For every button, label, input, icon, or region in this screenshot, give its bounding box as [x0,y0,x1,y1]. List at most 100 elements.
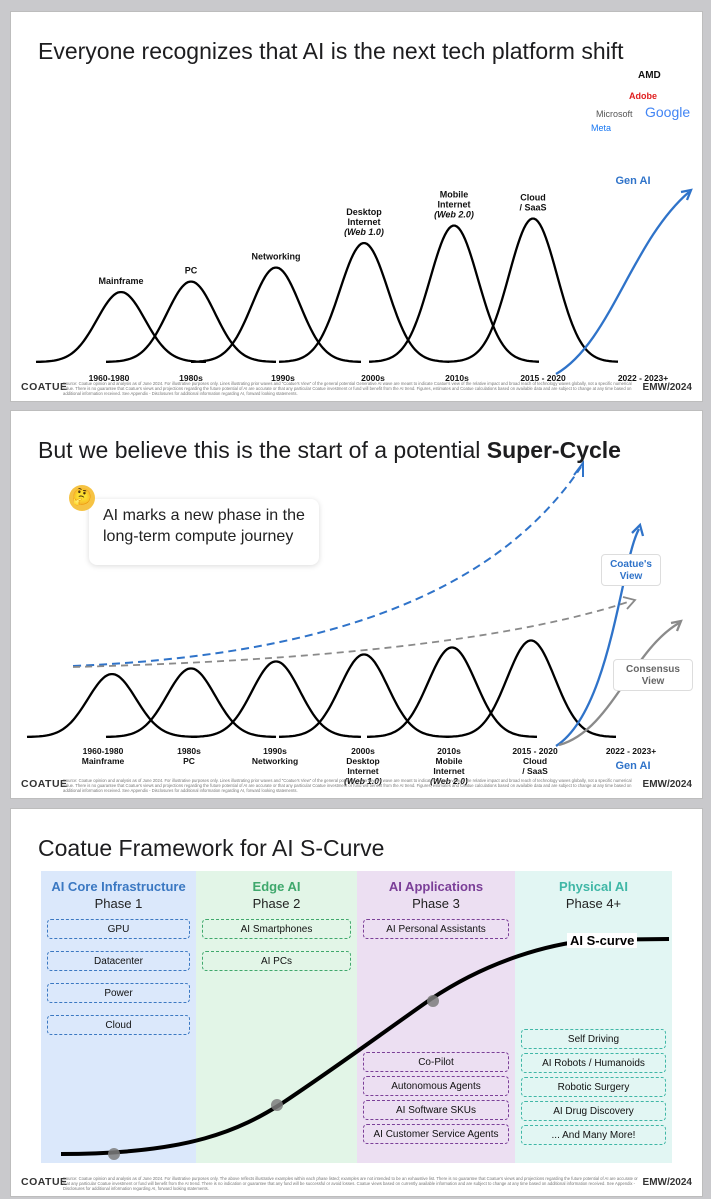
phase-item: Robotic Surgery [521,1077,666,1097]
phase-item: AI Robots / Humanoids [521,1053,666,1073]
phase-title: Physical AI [559,879,628,894]
phase-item: Cloud [47,1015,190,1035]
phase-title: AI Core Infrastructure [51,879,186,894]
x-tick-1: 1980s PC [177,746,201,766]
phase-item: AI Customer Service Agents [363,1124,509,1144]
super-cycle-trend [72,466,582,667]
x-tick-3: 2000s Desktop Internet (Web 1.0) [344,746,382,786]
wave-label-1-line: PC [185,266,198,276]
wave-label-0-line: Mainframe [98,276,143,286]
x-tick-0: 1960-1980 Mainframe [82,746,125,766]
slide-platform-shift: Everyone recognizes that AI is the next … [10,11,703,402]
wave-curve-3 [278,241,450,363]
slide2-brand: COATUE [21,778,68,790]
wave-label-4: Mobile Internet (Web 2.0) [434,190,474,220]
phase-item: Datacenter [47,951,190,971]
slide3-footnote: Source: Coatue opinion and analysis as o… [63,1176,638,1191]
wave-label-3-line: Internet [347,217,380,227]
gen-ai-arrow [680,188,693,201]
x-tick-0-line: Mainframe [82,756,125,766]
phase-item: Self Driving [521,1029,666,1049]
x-tick-4-line: Internet [433,766,464,776]
gen-ai-label: Gen AI [615,175,650,187]
phase-item: AI Smartphones [202,919,351,939]
logo-meta: Meta [591,123,612,133]
wave-label-2: Networking [251,252,300,262]
slide3-title: Coatue Framework for AI S-Curve [38,835,385,861]
phase-item: AI PCs [202,951,351,971]
slide2-title-bold: Super-Cycle [486,437,621,463]
x-tick-1-line: PC [183,756,195,766]
x-tick-6-line: 2022 - 2023+ [606,746,656,756]
x-tick-2: 1990s [271,373,295,383]
gen-ai-label: Gen AI [615,760,650,772]
phase-title: Edge AI [252,879,301,894]
wave-curve-0 [35,290,207,364]
s-curve-line [60,937,670,1156]
slide-super-cycle: But we believe this is the start of a po… [10,410,703,799]
x-tick-0-line: 1960-1980 [83,746,124,756]
consensus-trend [72,600,632,668]
wave-label-2-line: Networking [251,252,300,262]
wave-label-3-line: (Web 1.0) [344,227,384,237]
phase-subtitle: Phase 4+ [565,896,622,911]
wave-curve-4 [367,646,537,738]
wave-curve-2 [191,266,361,363]
phase-item: AI Software SKUs [363,1100,509,1120]
coatues-view-label: Coatue's View [601,554,661,586]
phase-item: Autonomous Agents [363,1076,509,1096]
super-cycle-arrow [573,460,584,477]
x-tick-1: 1980s [179,373,203,383]
wave-label-0: Mainframe [98,276,143,286]
wave-curve-1 [105,667,277,739]
s-curve-marker-3 [427,995,439,1007]
logo-google: Google [645,104,691,120]
x-tick-3-line: Desktop [346,756,380,766]
wave-curve-5 [447,217,619,363]
wave-label-1: PC [185,266,198,276]
wave-curve-3 [279,653,449,738]
phase-subtitle: Phase 3 [412,896,460,911]
slide-s-curve-framework: Coatue Framework for AI S-Curve AI Core … [10,808,703,1197]
phase-subtitle: Phase 2 [252,896,301,911]
x-tick-4: 2010s [445,373,469,383]
phase-item: Co-Pilot [363,1052,509,1072]
coatue-view-curve [555,528,641,747]
callout-note: AI marks a new phase in the long-term co… [89,499,319,565]
wave-label-5: Cloud / SaaS [519,193,546,213]
wave-curve-2 [190,660,362,739]
wave-label-4-line: (Web 2.0) [434,210,474,220]
wave-label-3: Desktop Internet (Web 1.0) [344,207,384,237]
logo-amd: AMD [638,70,661,81]
wave-label-4-line: Internet [437,200,470,210]
x-tick-3-line: (Web 1.0) [344,776,382,786]
logo-microsoft: Microsoft [596,109,633,119]
consensus-arrow [622,596,637,610]
slide2-footnote: Source: Coatue opinion and analysis as o… [63,778,632,793]
x-tick-4-line: Mobile [436,756,463,766]
phase-column-4: Physical AI Phase 4+ [515,871,672,1163]
wave-curve-4 [369,224,539,363]
consensus-view-label: Consensus View [613,659,693,691]
x-tick-0: 1960-1980 [89,373,130,383]
x-tick-2-line: Networking [252,756,298,766]
slide1-footnote: Source: Coatue opinion and analysis as o… [63,381,632,396]
s-curve-chart [60,937,670,1160]
x-tick-4: 2010s Mobile Internet (Web 2.0) [430,746,468,786]
platform-waves-chart: Mainframe PC Networking Desktop Internet (Web… [35,175,693,383]
slide3-brand: COATUE [21,1176,68,1188]
s-curve-label: AI S-curve [567,933,638,948]
consensus-view-arrow [670,619,683,632]
coatue-view-arrow [631,522,645,537]
phase-item: Power [47,983,190,1003]
super-cycle-chart: 1960-1980 Mainframe 1980s PC 1990s Networking… [26,460,683,786]
wave-label-5-line: / SaaS [519,203,546,213]
x-tick-5-line: Cloud [523,756,547,766]
wave-label-5-line: Cloud [520,193,546,203]
slide2-title-prefix: But we believe this is the start of a po… [38,437,487,463]
slide2-title: But we believe this is the start of a po… [38,437,621,464]
phase-item: ... And Many More! [521,1125,666,1145]
s-curve-marker-2 [271,1099,283,1111]
x-tick-3: 2000s [361,373,385,383]
wave-label-4-line: Mobile [440,190,469,200]
